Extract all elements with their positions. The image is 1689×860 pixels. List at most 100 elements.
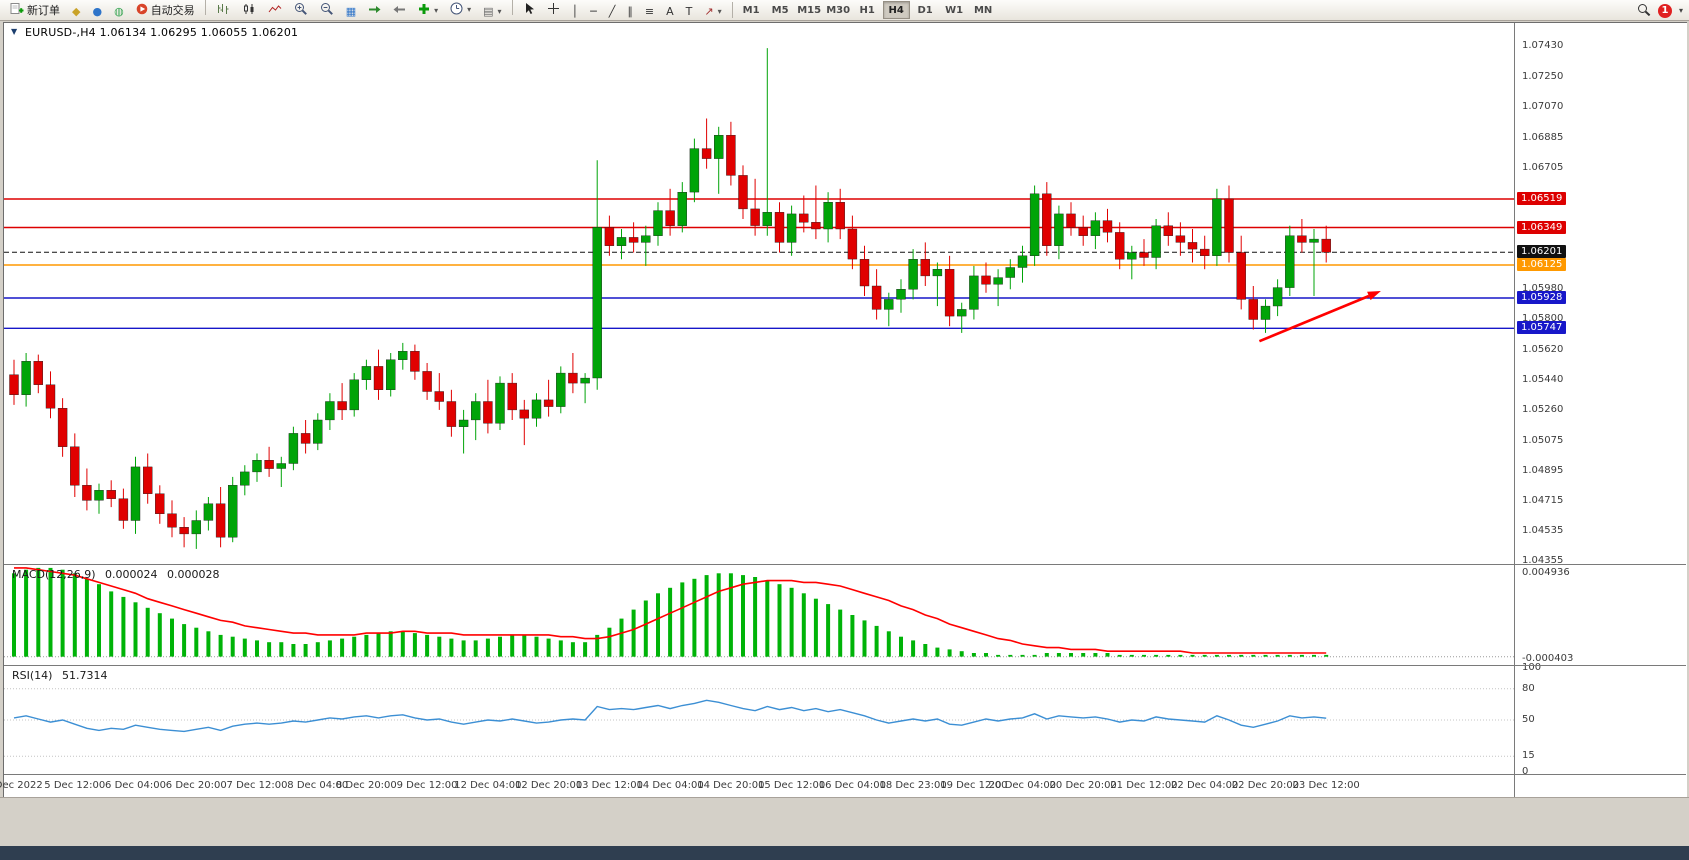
time-axis-label: 8 Dec 20:00 (335, 780, 397, 791)
time-axis-label: 6 Dec 04:00 (105, 780, 166, 791)
toolbar-overflow-button[interactable]: ▾ (1678, 6, 1683, 15)
time-axis-label: 14 Dec 04:00 (636, 780, 704, 791)
toolbar-right-cluster: 1 ▾ (1637, 0, 1683, 21)
panel-separator[interactable] (4, 564, 1686, 565)
label-button[interactable]: T (681, 2, 698, 22)
auto-trading-button[interactable]: 自动交易 (131, 0, 200, 20)
chart-ohlc-header: EURUSD-,H4 1.06134 1.06295 1.06055 1.062… (25, 26, 299, 39)
timeframe-mn-button[interactable]: MN (973, 4, 993, 16)
time-axis-label: 21 Dec 12:00 (1110, 780, 1178, 791)
zoom-out-button[interactable] (315, 0, 339, 20)
horizontal-line-button[interactable]: ─ (585, 2, 602, 22)
macd-name: MACD(12,26,9) (12, 568, 96, 581)
crosshair-button[interactable] (542, 0, 565, 20)
timeframe-m30-button[interactable]: M30 (826, 4, 851, 16)
indicators-icon (418, 3, 430, 18)
timeframe-m15-button[interactable]: M15 (797, 4, 822, 16)
channel-button[interactable]: ∥ (622, 2, 638, 22)
window-margin-area (0, 797, 1689, 847)
auto-trading-icon (136, 3, 148, 18)
vertical-line-button[interactable]: │ (567, 2, 584, 22)
time-axis-label: 6 Dec 20:00 (165, 780, 227, 791)
time-axis-label: 22 Dec 20:00 (1231, 780, 1300, 791)
timeframe-m1-button[interactable]: M1 (742, 4, 760, 16)
price-axis-label: 1.04895 (1522, 465, 1564, 477)
chart-collapse-icon[interactable]: ▼ (11, 27, 18, 36)
time-axis-label: 15 Dec 12:00 (757, 780, 826, 791)
chart-window[interactable]: ▼ EURUSD-,H4 1.06134 1.06295 1.06055 1.0… (0, 22, 1687, 798)
price-axis[interactable]: 0.004936 -0.000403 1.07430 1.07250 1.07070… (1514, 23, 1687, 797)
price-axis-label: 1.05075 (1522, 434, 1564, 446)
search-button[interactable] (1637, 3, 1651, 19)
price-axis-label: 1.05260 (1522, 403, 1564, 415)
candlestick-chart-icon (242, 3, 256, 18)
macd-panel[interactable] (4, 565, 1514, 665)
bar-chart-button[interactable] (211, 0, 235, 20)
taskbar-strip (0, 846, 1689, 860)
time-axis-label: 12 Dec 04:00 (454, 780, 522, 791)
price-line-tag: 1.06125 (1517, 258, 1567, 272)
chevron-down-icon: ▾ (434, 5, 439, 15)
timeframe-d1-button[interactable]: D1 (917, 4, 933, 16)
main-price-chart[interactable] (4, 23, 1514, 564)
arrows-button[interactable]: ↗ ▾ (699, 2, 726, 22)
price-axis-label: 1.04535 (1522, 525, 1564, 537)
templates-icon: ▤ (483, 4, 494, 18)
rsi-value: 51.7314 (61, 669, 108, 682)
cursor-button[interactable] (518, 0, 540, 20)
macd-axis-min: -0.000403 (1522, 653, 1574, 664)
fibonacci-button[interactable]: ≡ (640, 2, 659, 22)
time-axis-label: 14 Dec 20:00 (697, 780, 765, 791)
arrows-icon: ↗ (704, 4, 714, 18)
rsi-axis-label: 15 (1522, 750, 1535, 762)
trendline-button[interactable]: ╱ (604, 2, 621, 22)
price-line-tag: 1.05928 (1517, 291, 1567, 305)
panel-separator[interactable] (4, 774, 1686, 775)
timeframe-h1-button[interactable]: H1 (859, 4, 875, 16)
time-axis-label: 13 Dec 12:00 (575, 780, 643, 791)
periods-button[interactable]: ▾ (445, 0, 476, 20)
timeframe-h4-button[interactable]: H4 (882, 1, 910, 19)
timeframe-m5-button[interactable]: M5 (771, 4, 789, 16)
price-axis-label: 1.07070 (1522, 100, 1564, 112)
rsi-axis-label: 100 (1522, 662, 1542, 674)
chevron-down-icon: ▾ (467, 5, 472, 14)
sound-button[interactable]: ◍ (109, 2, 129, 22)
zoom-in-button[interactable] (289, 0, 313, 20)
time-axis-label: 4 Dec 2022 (0, 780, 43, 791)
notification-badge[interactable]: 1 (1657, 3, 1672, 18)
price-axis-label: 1.05620 (1522, 343, 1564, 355)
rsi-panel[interactable] (4, 666, 1514, 774)
macd-indicator-label: MACD(12,26,9) 0.000024 0.000028 (12, 568, 220, 581)
data-window-button[interactable]: ● (87, 2, 107, 22)
tile-windows-button[interactable]: ▦ (341, 2, 361, 22)
time-axis-label: 12 Dec 20:00 (514, 780, 583, 791)
indicators-button[interactable]: ▾ (413, 0, 443, 20)
chart-shift-button[interactable] (388, 1, 411, 21)
chart-shift-icon (393, 4, 406, 18)
price-axis-label: 1.06885 (1522, 131, 1564, 143)
time-axis-label: 7 Dec 12:00 (226, 780, 288, 791)
panel-separator[interactable] (4, 665, 1686, 666)
label-icon: T (685, 4, 693, 18)
text-button[interactable]: A (661, 2, 679, 22)
time-axis-label: 9 Dec 12:00 (396, 780, 458, 791)
new-order-button[interactable]: 新订单 (5, 0, 65, 20)
line-chart-button[interactable] (263, 0, 287, 20)
price-axis-label: 1.06705 (1522, 161, 1564, 173)
navigator-icon: ◆ (72, 4, 81, 18)
price-axis-label: 1.04355 (1522, 555, 1564, 567)
navigator-button[interactable]: ◆ (67, 2, 85, 22)
candlestick-chart-button[interactable] (237, 0, 261, 20)
templates-button[interactable]: ▤ ▾ (478, 2, 506, 22)
timeframe-w1-button[interactable]: W1 (945, 4, 964, 16)
time-axis-label: 18 Dec 23:00 (879, 780, 947, 791)
rsi-axis-label: 50 (1522, 714, 1535, 725)
time-axis-label: 5 Dec 12:00 (44, 780, 106, 791)
toolbar-separator (511, 0, 513, 15)
auto-scroll-button[interactable] (363, 1, 386, 21)
chevron-down-icon: ▾ (497, 7, 502, 16)
cursor-icon (523, 2, 535, 18)
trend-arrow-annotation (1258, 291, 1381, 343)
